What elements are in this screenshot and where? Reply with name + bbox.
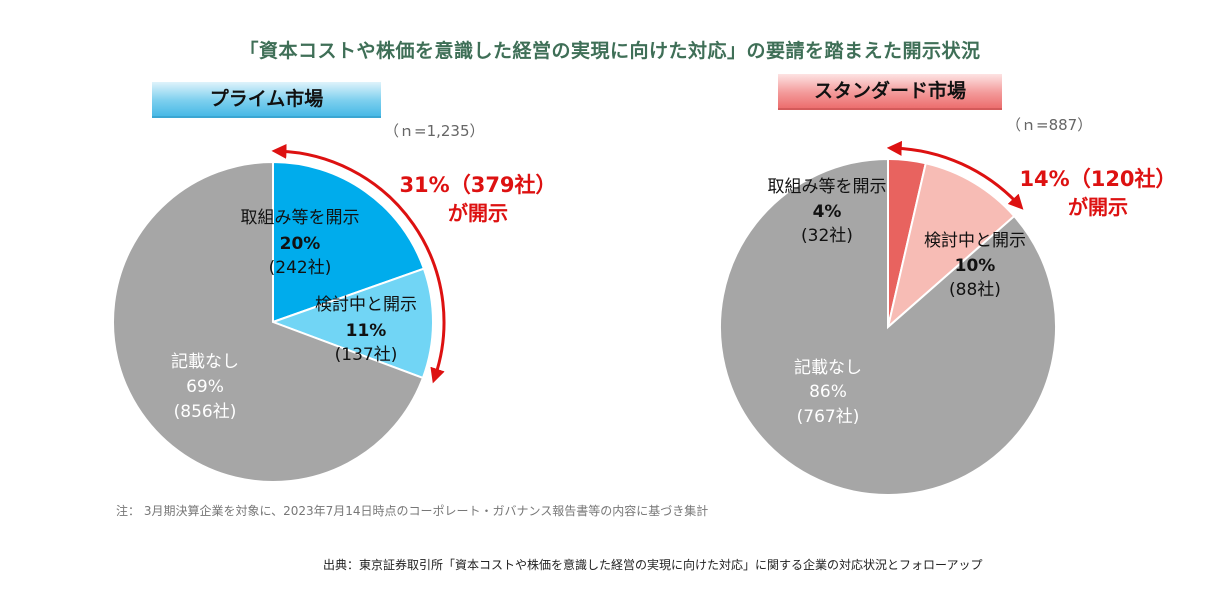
prime-no-mention-name: 記載なし bbox=[171, 352, 239, 372]
prime-disclosed-percent: 20% bbox=[280, 234, 321, 254]
prime-considering-count: (137社) bbox=[335, 345, 398, 365]
prime-disclosed-name: 取組み等を開示 bbox=[241, 208, 360, 228]
page-title: 「資本コストや株価を意識した経営の実現に向けた対応」の要請を踏まえた開示状況 bbox=[239, 40, 981, 62]
prime-considering-percent: 11% bbox=[346, 321, 387, 341]
footnote: 注： 3月期決算企業を対象に、2023年7月14日時点のコーポレート・ガバナンス… bbox=[116, 504, 709, 518]
prime-disclosed-total-label-0: 31%（379社） bbox=[399, 173, 556, 197]
standard-disclosed-name: 取組み等を開示 bbox=[768, 177, 887, 197]
prime-market-badge: プライム市場 bbox=[152, 82, 381, 118]
standard-disclosed-total-label-0: 14%（120社） bbox=[1019, 167, 1176, 191]
prime-sample-size: （ｎ=1,235） bbox=[384, 122, 485, 140]
prime-slice-no-mention bbox=[112, 160, 425, 483]
standard-considering-percent: 10% bbox=[955, 256, 996, 276]
standard-disclosed-arc-arrow bbox=[886, 140, 1024, 210]
prime-disclosed-total-label-1: が開示 bbox=[448, 201, 508, 225]
standard-sample-size: （ｎ=887） bbox=[1006, 116, 1093, 134]
prime-considering-name: 検討中と開示 bbox=[315, 295, 417, 315]
standard-slice-no-mention bbox=[719, 157, 1057, 496]
standard-no-mention-count: (767社) bbox=[797, 407, 860, 427]
standard-disclosed-total-label-1: が開示 bbox=[1068, 195, 1128, 219]
standard-no-mention-name: 記載なし bbox=[794, 358, 862, 378]
standard-considering-count: (88社) bbox=[949, 280, 1001, 300]
standard-market-badge: スタンダード市場 bbox=[778, 74, 1002, 110]
prime-no-mention-percent: 69% bbox=[186, 377, 224, 397]
standard-no-mention-percent: 86% bbox=[809, 382, 847, 402]
standard-considering-name: 検討中と開示 bbox=[924, 231, 1026, 251]
standard-disclosed-percent: 4% bbox=[813, 202, 842, 222]
source-citation: 出典：東京証券取引所「資本コストや株価を意識した経営の実現に向けた対応」に関する… bbox=[323, 558, 983, 572]
prime-disclosed-arc-arrow bbox=[271, 143, 446, 384]
prime-disclosed-count: (242社) bbox=[269, 258, 332, 278]
standard-disclosed-count: (32社) bbox=[801, 226, 853, 246]
prime-no-mention-count: (856社) bbox=[174, 402, 237, 422]
